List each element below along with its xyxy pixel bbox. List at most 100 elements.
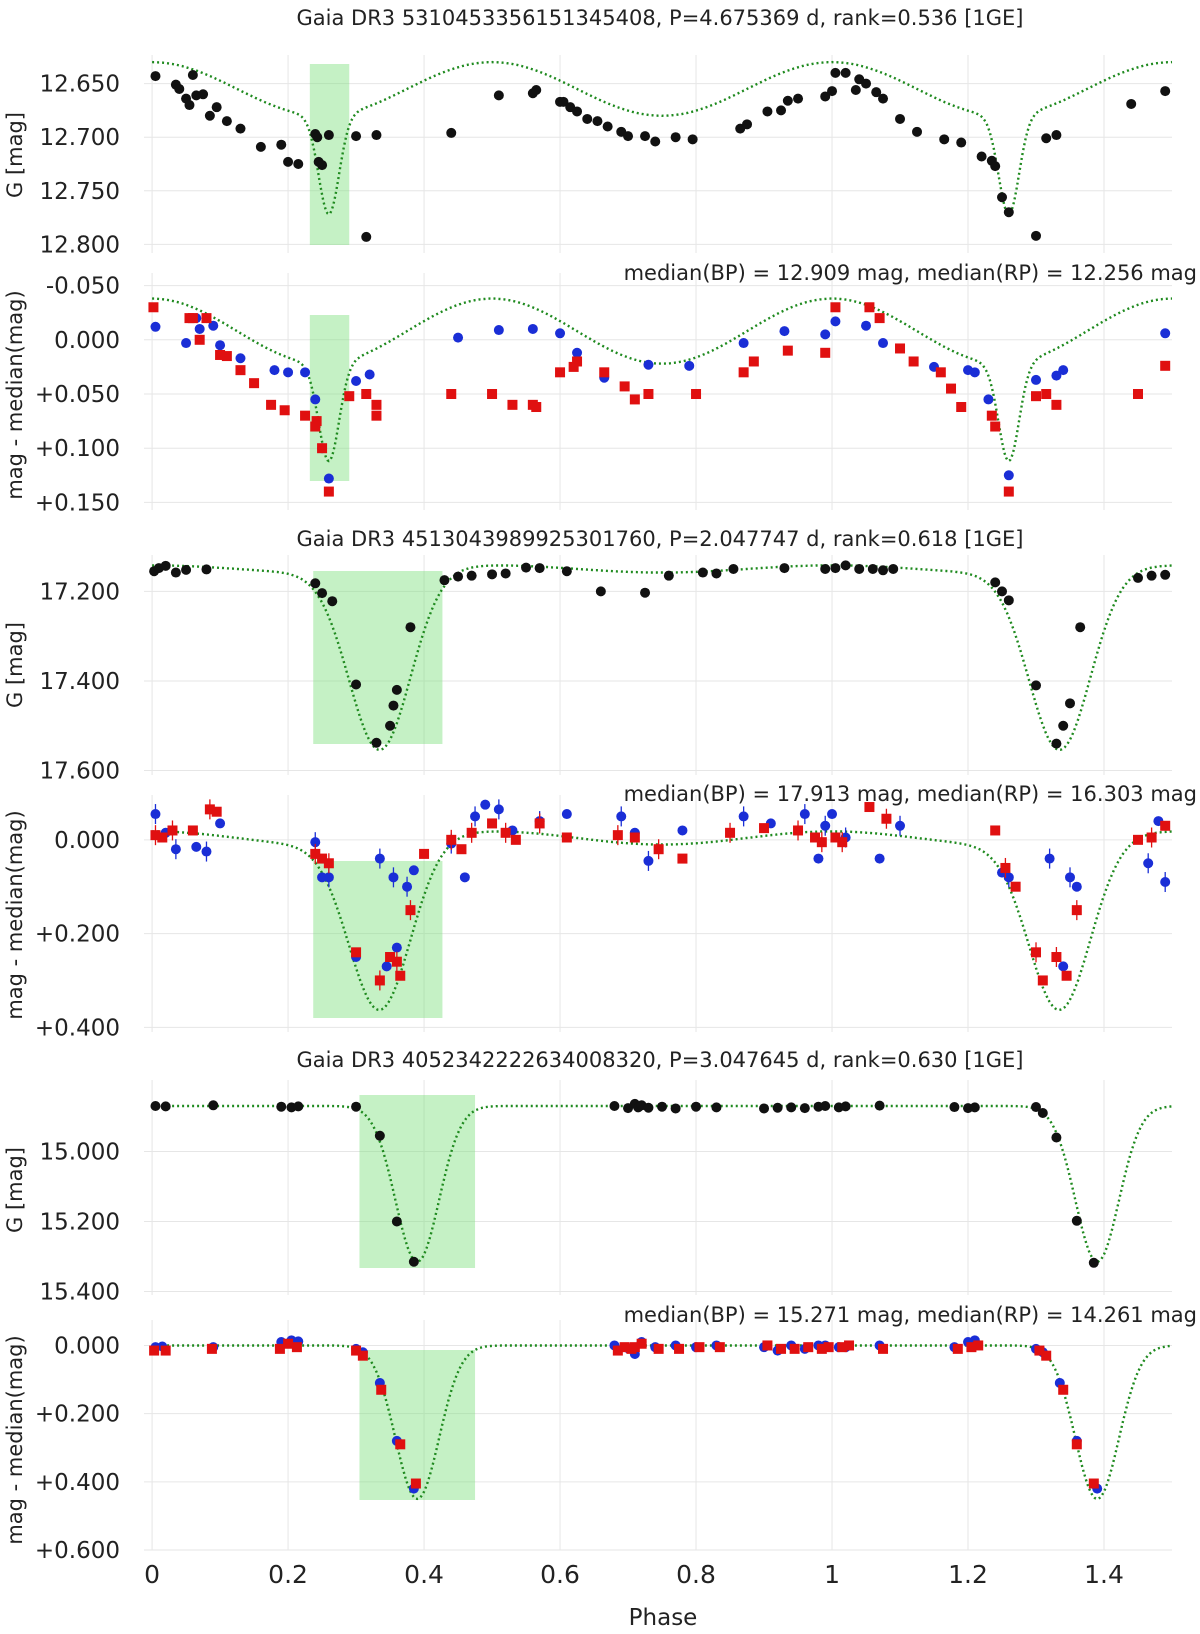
- data-point-g: [1058, 720, 1069, 731]
- data-point-g: [351, 1101, 362, 1112]
- data-point-rp: [157, 832, 168, 843]
- data-point-bp: [408, 865, 419, 876]
- x-tick-label: 0.4: [404, 1560, 444, 1589]
- data-point-g: [293, 159, 304, 170]
- data-point-g: [779, 563, 790, 574]
- x-tick-label: 0.2: [268, 1560, 308, 1589]
- data-point-g: [221, 116, 232, 127]
- data-point-g: [1031, 680, 1042, 691]
- data-point-rp: [677, 853, 688, 864]
- data-point-bp: [364, 369, 375, 380]
- data-point-bp: [616, 811, 627, 822]
- data-point-rp: [1051, 952, 1062, 963]
- data-point-bp: [215, 340, 226, 351]
- data-point-rp: [323, 858, 334, 869]
- data-point-g: [1041, 133, 1052, 144]
- y-tick-label: 15.400: [40, 1280, 120, 1306]
- data-point-g: [874, 1100, 885, 1111]
- model-curve: [152, 297, 1172, 463]
- data-point-bp: [820, 820, 831, 831]
- data-point-rp: [946, 383, 957, 394]
- data-point-bp: [323, 473, 334, 484]
- data-point-g: [323, 130, 334, 141]
- x-tick-label: 0: [144, 1560, 160, 1589]
- model-curve: [152, 60, 1173, 216]
- data-point-rp: [410, 1478, 421, 1489]
- data-point-g: [283, 156, 294, 167]
- data-point-rp: [966, 1342, 977, 1353]
- data-point-bp: [527, 323, 538, 334]
- data-point-rp: [376, 1384, 387, 1395]
- x-tick-label: 1.4: [1084, 1560, 1124, 1589]
- data-point-rp: [194, 334, 205, 345]
- data-point-g: [317, 588, 328, 599]
- data-point-rp: [148, 302, 159, 313]
- x-axis-label: Phase: [629, 1605, 698, 1630]
- data-point-g: [711, 1102, 722, 1113]
- panel-3-color: 0.000 +0.200 +0.400 +0.600 median(BP) = 15.2…: [3, 1303, 1197, 1564]
- data-point-g: [1031, 230, 1042, 241]
- data-point-g: [408, 1256, 419, 1267]
- data-point-bp: [561, 809, 572, 820]
- data-point-rp: [466, 827, 477, 838]
- y-tick-label: 12.650: [40, 72, 120, 98]
- data-point-rp: [643, 389, 654, 399]
- y-tick-label: -0.050: [46, 274, 120, 300]
- y-tick-label: 12.800: [40, 232, 120, 258]
- data-point-rp: [446, 389, 457, 399]
- data-point-rp: [762, 1340, 773, 1351]
- data-point-g: [786, 1102, 797, 1113]
- data-point-g: [990, 577, 1001, 588]
- data-point-rp: [1071, 905, 1082, 916]
- data-point-bp: [269, 365, 280, 376]
- data-point-g: [391, 1216, 402, 1227]
- data-point-bp: [1031, 374, 1042, 385]
- data-point-rp: [881, 813, 892, 824]
- data-point-rp: [310, 848, 321, 859]
- data-point-g: [198, 89, 209, 100]
- data-point-bp: [799, 809, 810, 820]
- data-point-rp: [317, 443, 328, 454]
- data-point-bp: [738, 338, 749, 349]
- data-point-rp: [1071, 1439, 1082, 1450]
- data-point-g: [990, 161, 1001, 172]
- data-point-bp: [150, 321, 161, 332]
- data-point-rp: [187, 313, 198, 324]
- data-point-bp: [283, 367, 294, 378]
- data-point-rp: [1037, 975, 1048, 986]
- y-tick-label: 17.200: [40, 579, 120, 605]
- data-point-rp: [405, 905, 416, 916]
- y-axis-label: mag - median(mag): [3, 290, 27, 499]
- data-point-g: [500, 568, 511, 579]
- data-point-rp: [612, 1345, 623, 1356]
- y-tick-label: +0.100: [35, 436, 120, 462]
- data-point-rp: [1051, 399, 1062, 410]
- data-point-g: [640, 131, 651, 142]
- data-point-g: [405, 622, 416, 633]
- data-point-rp: [653, 844, 664, 855]
- data-point-g: [388, 700, 399, 711]
- data-point-g: [160, 1101, 171, 1112]
- data-point-rp: [395, 1439, 406, 1450]
- data-point-rp: [830, 832, 841, 843]
- data-point-bp: [391, 942, 402, 953]
- data-point-rp: [187, 825, 198, 836]
- data-point-rp: [990, 825, 1001, 836]
- data-point-bp: [684, 360, 695, 371]
- data-point-rp: [986, 410, 997, 421]
- data-point-g: [558, 96, 569, 107]
- data-point-rp: [691, 389, 702, 399]
- data-point-rp: [619, 1342, 630, 1353]
- data-point-rp: [973, 1340, 984, 1351]
- data-point-rp: [1031, 391, 1042, 402]
- data-point-g: [1160, 86, 1171, 97]
- data-point-g: [1051, 130, 1062, 141]
- data-point-bp: [1071, 881, 1082, 892]
- data-point-g: [657, 1101, 668, 1112]
- data-point-rp: [531, 402, 542, 413]
- data-point-g: [150, 1101, 161, 1111]
- data-point-rp: [274, 1343, 285, 1354]
- data-point-rp: [344, 391, 355, 402]
- data-point-g: [160, 560, 171, 571]
